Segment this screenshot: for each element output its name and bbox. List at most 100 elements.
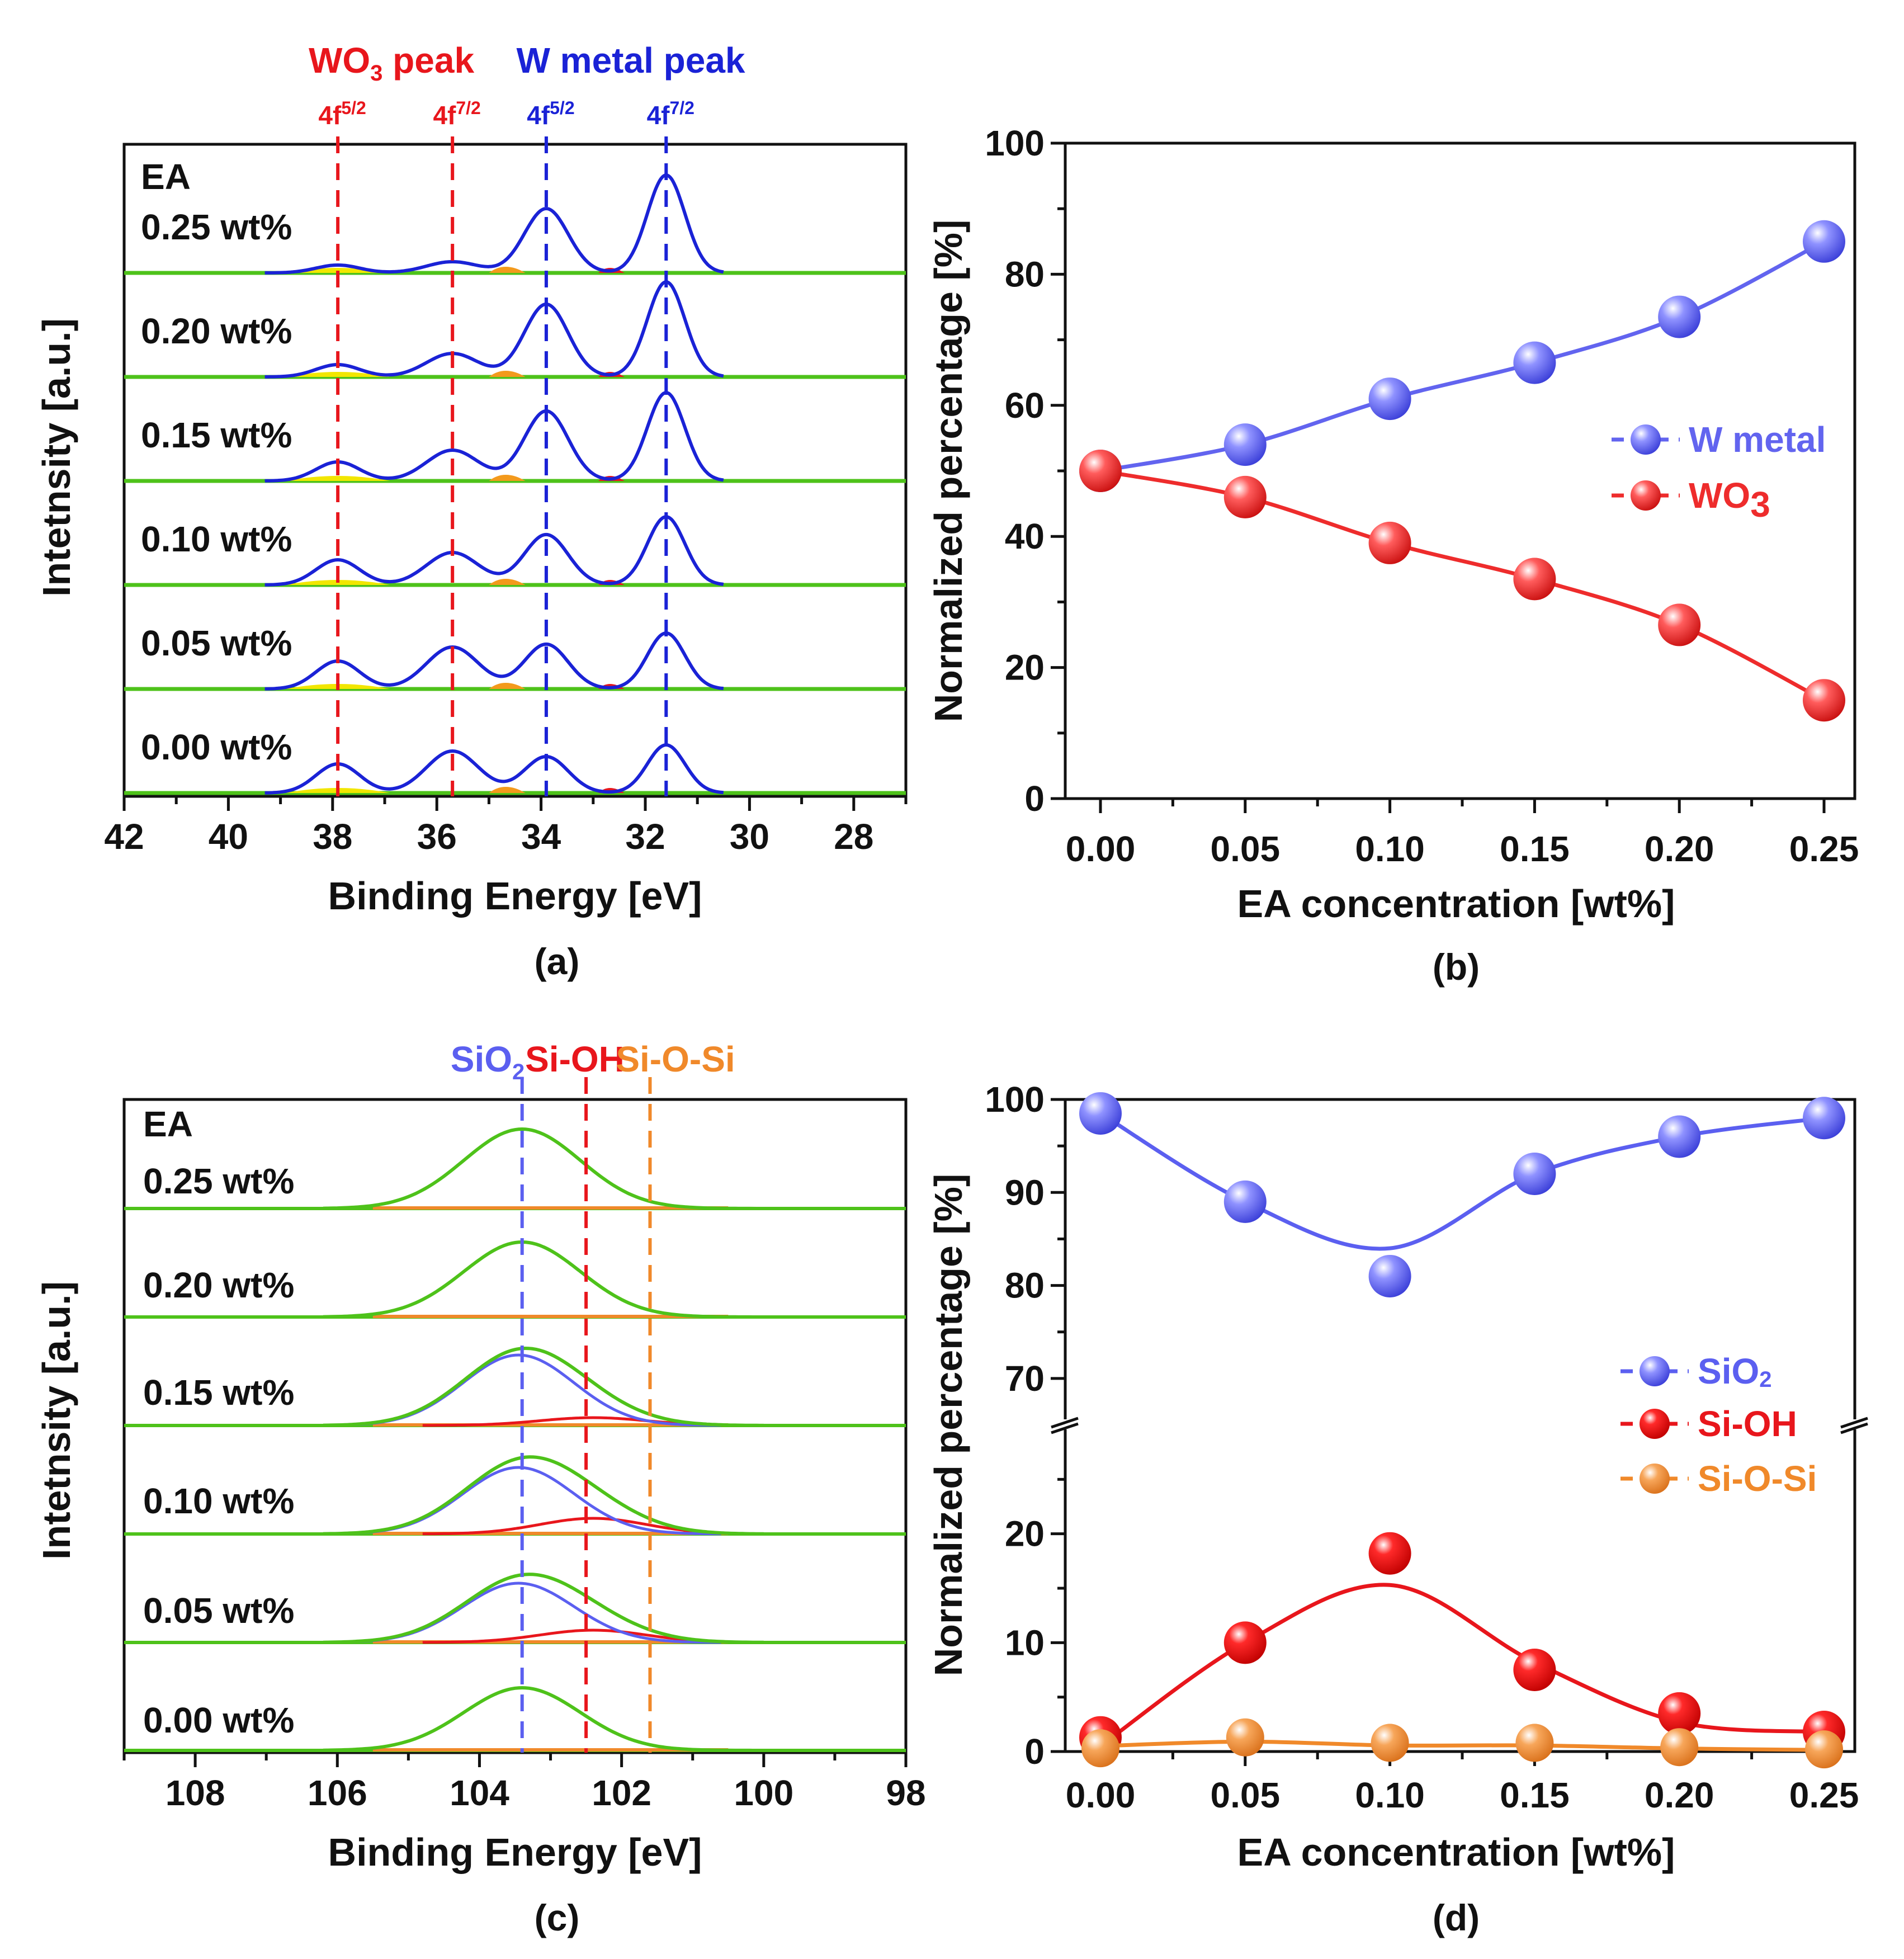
x-tick-label: 0.15 — [1500, 1775, 1570, 1815]
envelope-curve — [264, 631, 724, 691]
spectrum-015 — [124, 390, 906, 483]
wo3-fit-component — [285, 476, 390, 481]
x-tick-label: 0.00 — [1066, 829, 1136, 869]
series-wo — [1079, 450, 1845, 722]
x-tick-label: 34 — [521, 816, 561, 857]
panel-a-y-label: Intetnsity [a.u.] — [35, 318, 78, 597]
data-point — [1658, 603, 1701, 646]
panel-b-y-label: Normalized percentage [%] — [927, 220, 970, 723]
siosi-annot: Si-O-Si — [616, 1039, 735, 1079]
data-point — [1368, 521, 1411, 564]
panel-d-axes: 70 80 90 100 0 10 20 0.00 0.05 0.10 0.15 0.20 0.25 — [985, 1079, 1859, 1815]
panel-c-peak-guides — [520, 1077, 652, 1753]
x-tick-label: 0.15 — [1500, 829, 1570, 869]
envelope-curve — [323, 1127, 764, 1210]
panel-a-x-axis: 42 40 38 36 34 32 30 28 — [104, 796, 908, 857]
satellite-component — [489, 371, 526, 377]
data-point — [1223, 475, 1267, 518]
legend-wo3: WO3 — [1612, 475, 1770, 525]
data-point — [1223, 423, 1267, 466]
y-tick-label: 40 — [1005, 516, 1045, 556]
panel-c-xps-si2p: SiO2 Si-OH Si-O-Si EA 0.25 wt% 0.20 wt% 0.… — [35, 1039, 926, 1938]
panel-a-frame — [122, 143, 908, 798]
data-point — [1079, 450, 1122, 492]
data-point — [1081, 1729, 1119, 1768]
x-tick-label: 106 — [308, 1773, 367, 1813]
data-point — [1658, 1115, 1701, 1158]
panel-c-sample-labels: EA 0.25 wt% 0.20 wt% 0.15 wt% 0.10 wt% 0.05 … — [143, 1104, 294, 1740]
envelope-curve — [264, 514, 724, 587]
panel-d-si-percentage: 70 80 90 100 0 10 20 0.00 0.05 0.10 0.15 0.20 0.25 S… — [927, 1079, 1869, 1938]
panel-a-peak-guides — [336, 136, 668, 796]
panel-a-peak-annotations: WO3 peak W metal peak — [309, 40, 745, 86]
spectrum-025 — [124, 1127, 906, 1210]
x-tick-label: 0.10 — [1355, 1775, 1425, 1815]
panel-b-label: (b) — [1433, 946, 1480, 988]
y-tick-label: 90 — [1005, 1172, 1045, 1212]
envelope-curve — [323, 1240, 764, 1319]
x-tick-label: 36 — [417, 816, 457, 857]
envelope-curve — [323, 1455, 764, 1536]
envelope-curve — [264, 173, 724, 275]
panel-a-spectra — [124, 173, 906, 795]
spectrum-025 — [124, 173, 906, 275]
series-si-o-si — [1081, 1718, 1843, 1769]
x-tick-label: 100 — [734, 1773, 793, 1813]
x-tick-label: 98 — [886, 1773, 925, 1813]
spectrum-010 — [124, 1455, 906, 1536]
panel-b-series — [1079, 220, 1845, 722]
sample-label: 0.15 wt% — [143, 1372, 294, 1413]
sioh-annot: Si-OH — [525, 1039, 625, 1079]
data-point — [1658, 295, 1701, 338]
legend-si-oh: Si-OH — [1620, 1404, 1797, 1444]
panel-a-orbital-labels: 4f5/2 4f7/2 4f5/2 4f7/2 — [318, 98, 694, 130]
sample-label: 0.00 wt% — [141, 727, 292, 767]
w-metal-peak-label: W metal peak — [516, 40, 745, 81]
series-line — [1100, 1739, 1825, 1752]
satellite-component — [489, 267, 526, 273]
data-point — [1803, 220, 1845, 263]
data-point — [1803, 1097, 1845, 1140]
x-tick-label: 0.25 — [1789, 1775, 1859, 1815]
sample-label: 0.05 wt% — [143, 1590, 294, 1631]
sample-label: 0.10 wt% — [141, 519, 292, 559]
satellite-component — [489, 475, 526, 481]
panel-c-x-axis: 108 106 104 102 100 98 — [122, 1753, 926, 1813]
sample-label: 0.25 wt% — [141, 207, 292, 247]
panel-a-xps-w4f: WO3 peak W metal peak 4f5/2 4f7/2 4f5/2 4f7… — [35, 40, 908, 982]
data-point — [1513, 1649, 1556, 1691]
sample-label: 0.10 wt% — [143, 1481, 294, 1521]
series-si-oh — [1079, 1532, 1845, 1759]
envelope-curve — [264, 743, 724, 795]
sio2-annot: SiO2 — [451, 1039, 525, 1084]
x-tick-label: 42 — [104, 816, 144, 857]
y-tick-label: 100 — [985, 123, 1045, 163]
panel-c-x-label: Binding Energy [eV] — [328, 1830, 702, 1874]
x-tick-label: 0.00 — [1066, 1775, 1136, 1815]
data-point — [1223, 1621, 1267, 1664]
panel-b-frame — [1064, 141, 1856, 800]
panel-b-w-percentage: 0 20 40 60 80 100 0.00 0.05 0.10 0.15 0.20 0.25 W m… — [927, 123, 1859, 988]
y-tick-label: 80 — [1005, 254, 1045, 294]
svg-text:Si-O-Si: Si-O-Si — [1698, 1458, 1817, 1499]
series-line — [1099, 1111, 1825, 1251]
data-point — [1368, 1254, 1411, 1297]
spectrum-000 — [124, 743, 906, 795]
data-point — [1223, 1180, 1267, 1223]
sample-label: 0.05 wt% — [141, 623, 292, 663]
legend-si-o-si: Si-O-Si — [1620, 1458, 1817, 1499]
data-point — [1803, 679, 1845, 722]
panel-d-label: (d) — [1433, 1897, 1480, 1938]
satellite-component — [489, 579, 526, 585]
panel-b-axes: 0 20 40 60 80 100 0.00 0.05 0.10 0.15 0.20 0.25 — [985, 123, 1859, 869]
x-tick-label: 32 — [625, 816, 665, 857]
envelope-curve — [264, 280, 724, 379]
panel-a-label: (a) — [535, 941, 580, 982]
panel-d-legend: SiO2 Si-OH Si-O-Si — [1620, 1351, 1817, 1499]
spectrum-015 — [124, 1346, 906, 1427]
x-tick-label: 38 — [313, 816, 352, 857]
series-sio2 — [1079, 1092, 1845, 1297]
x-tick-label: 104 — [450, 1773, 509, 1813]
x-tick-label: 40 — [209, 816, 248, 857]
